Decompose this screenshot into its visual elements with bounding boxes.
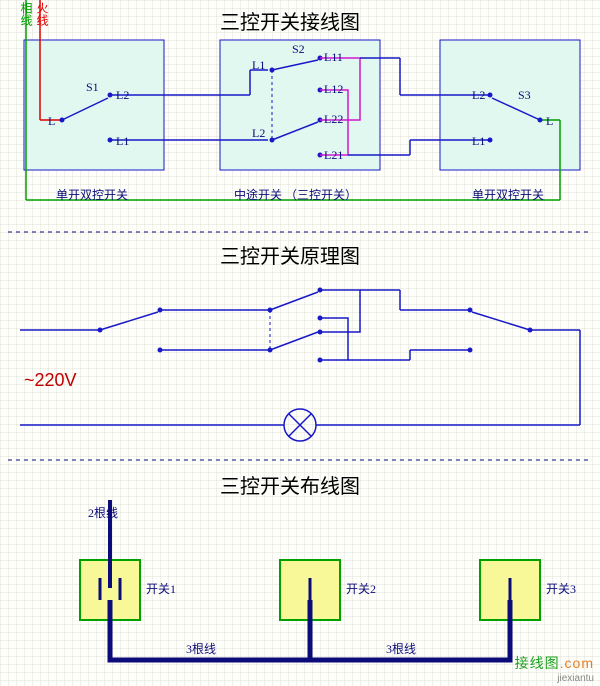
sw1-label: 开关1 (146, 580, 176, 597)
three-wire-label-2: 3根线 (386, 640, 416, 657)
box-right (440, 40, 580, 170)
watermark: 接线图.com jiexiantu (515, 653, 594, 684)
s1-L1: L1 (116, 134, 129, 149)
three-wire-label-1: 3根线 (186, 640, 216, 657)
s1-label: S1 (86, 80, 99, 95)
section2-title: 三控开关原理图 (220, 240, 360, 269)
s3-L: L (546, 114, 553, 129)
watermark-brand-a: 接线图 (515, 655, 560, 671)
watermark-sub: jiexiantu (515, 673, 594, 684)
two-wire-label: 2根线 (88, 504, 118, 521)
s3-l1-term (488, 138, 493, 143)
watermark-brand-b: .com (560, 655, 594, 671)
voltage-label: ~220V (24, 370, 77, 391)
s2-L1-top: L1 (252, 58, 265, 73)
s1-L: L (48, 114, 55, 129)
s2-L22: L22 (324, 112, 343, 127)
s2-L12: L12 (324, 82, 343, 97)
sw3-label: 开关3 (546, 580, 576, 597)
mid-caption: 中途开关 （三控开关） (234, 186, 357, 203)
s3-L2: L2 (472, 88, 485, 103)
s1-L2: L2 (116, 88, 129, 103)
left-caption: 单开双控开关 (56, 186, 128, 203)
s2-label: S2 (292, 42, 305, 57)
right-caption: 单开双控开关 (472, 186, 544, 203)
s2-L11: L11 (324, 50, 343, 65)
s2-L2-bot: L2 (252, 126, 265, 141)
section3-title: 三控开关布线图 (220, 470, 360, 499)
s3-l2-term (488, 93, 493, 98)
sw2-label: 开关2 (346, 580, 376, 597)
diagram-svg (0, 0, 600, 686)
s3-L1: L1 (472, 134, 485, 149)
box-mid (220, 40, 380, 170)
s3-label: S3 (518, 88, 531, 103)
s2-L21: L21 (324, 148, 343, 163)
